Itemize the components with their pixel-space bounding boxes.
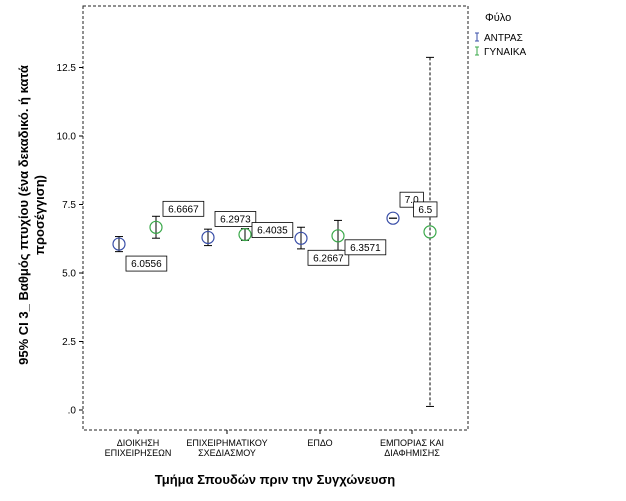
data-label-box [162,200,205,217]
data-label-text: 7.0 [405,195,419,206]
data-label-box [344,239,387,256]
x-tick-label: ΣΧΕΔΙΑΣΜΟΥ [198,448,256,458]
y-tick-label: .0 [68,406,77,417]
x-tick-label: ΔΙΑΦΗΜΙΣΗΣ [384,448,440,458]
y-tick-label: 7.5 [62,200,76,211]
data-label: 6.2667 [307,249,350,266]
x-tick-label: ΕΠΔΟ [307,438,332,448]
x-tick-label: ΕΜΠΟΡΙΑΣ ΚΑΙ [380,438,444,448]
y-tick-label: 2.5 [62,337,76,348]
legend: Φύλο ΑΝΤΡΑΣ ΓΥΝΑΙΚΑ [475,12,527,58]
data-label-text: 6.2973 [220,214,251,225]
y-tick-label: 10.0 [57,132,77,143]
x-axis-title: Τμήμα Σπουδών πριν την Συγχώνευση [155,472,395,487]
plot-frame [82,5,469,431]
y-axis-title-line-2: προσέγγιση) [32,175,47,255]
data-label-box [251,222,294,238]
legend-item-gynaika: ΓΥΝΑΙΚΑ [475,46,527,58]
data-labels: 6.0556 6.2973 6.2667 7.0 6.6667 6.4035 6.3571 6… [125,191,438,272]
x-tick-label: ΕΠΙΧΕΙΡΗΜΑΤΙΚΟΥ [186,438,267,448]
x-tick-label: ΔΙΟΙΚΗΣΗ [117,438,160,448]
legend-errorbar-icon [475,46,479,56]
data-label-text: 6.2667 [313,253,344,264]
data-label-box [413,201,438,218]
errorbar [294,226,308,250]
data-label: 6.6667 [162,200,205,217]
data-label: 6.2973 [214,211,257,227]
data-label: 6.5 [413,201,438,218]
errorbar [238,227,252,242]
legend-title: Φύλο [485,12,511,24]
data-label-text: 6.3571 [350,243,381,254]
errorbar [201,228,215,247]
data-label: 6.3571 [344,239,387,256]
data-label-box [214,211,257,227]
data-label-box [307,249,350,266]
errorbar [149,215,163,239]
y-axis-title-line-1: 95% CI 3_ Βαθμός πτυχίου (ένα δεκαδικό. … [16,65,31,365]
legend-label-gynaika: ΓΥΝΑΙΚΑ [484,47,527,58]
mean-marker [294,231,308,245]
y-axis: .0 2.5 5.0 7.5 10.0 12.5 [57,63,83,417]
legend-errorbar-icon [475,32,479,42]
errorbar [112,236,126,253]
data-label: 6.0556 [125,255,168,272]
y-tick-label: 12.5 [57,63,77,74]
mean-marker [423,225,437,239]
legend-item-antras: ΑΝΤΡΑΣ [475,32,523,44]
errorbar [331,219,345,251]
x-tick-label: ΕΠΙΧΕΙΡΗΣΕΩΝ [105,448,172,458]
data-label-text: 6.6667 [168,204,199,215]
data-label: 6.4035 [251,222,294,238]
mean-marker [331,229,345,243]
data-label-box [125,255,168,272]
legend-label-antras: ΑΝΤΡΑΣ [484,33,523,44]
data-label-text: 6.4035 [257,226,288,237]
errorbar [386,211,400,225]
mean-marker [149,220,163,234]
y-tick-label: 5.0 [62,269,76,280]
errorbar [423,56,437,407]
mean-marker [112,237,126,251]
data-label-text: 6.0556 [131,259,162,270]
data-label-text: 6.5 [418,205,432,216]
mean-marker [386,211,400,225]
mean-marker [201,230,215,245]
mean-marker [238,227,252,242]
